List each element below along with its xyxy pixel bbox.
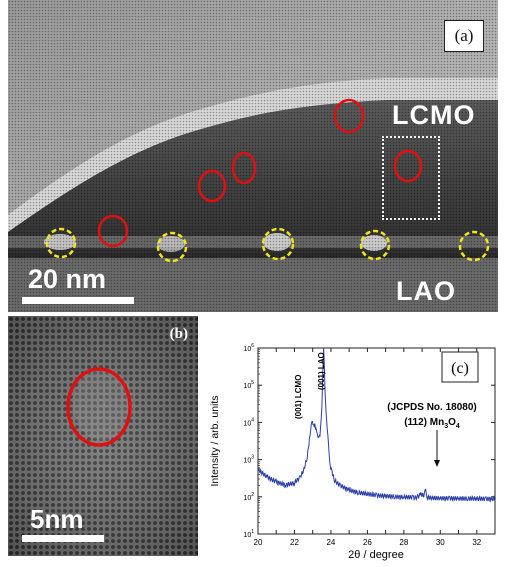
y-tick-label-3: 103 (243, 455, 254, 465)
x-axis-title: 2θ / degree (348, 549, 404, 561)
x-tick-label-26: 26 (363, 538, 372, 547)
x-tick-label-22: 22 (290, 538, 299, 547)
peak-label-lao: (001) LAO (317, 352, 326, 390)
y-axis-title: Intensity / arb. units (209, 395, 221, 486)
scale-bar-label-a: 20 nm (28, 264, 106, 295)
x-tick-label-20: 20 (254, 538, 263, 547)
jcpds-annotation: (JCPDS No. 18080) (387, 402, 476, 413)
peak-label-lcmo: (001) LCMO (294, 375, 303, 419)
x-tick-label-28: 28 (399, 538, 408, 547)
y-tick-label-2: 102 (243, 492, 254, 502)
panel-label-b: (b) (170, 326, 188, 343)
scale-bar-a (22, 297, 134, 304)
tem-image-panel-a: (a) LCMO LAO 20 nm (8, 0, 498, 312)
scale-bar-b (22, 535, 104, 542)
material-label-lao: LAO (396, 276, 456, 307)
panel-label-c: (c) (451, 360, 469, 377)
x-tick-label-30: 30 (436, 538, 445, 547)
y-tick-label-5: 105 (243, 380, 254, 390)
panel-label-a: (a) (444, 20, 484, 52)
x-tick-label-24: 24 (326, 538, 335, 547)
y-tick-label-4: 104 (243, 417, 254, 427)
y-tick-label-6: 106 (243, 343, 254, 353)
material-label-lcmo: LCMO (392, 100, 475, 131)
scale-bar-label-b: 5nm (30, 504, 83, 535)
hrtem-image-panel-b: (b) 5nm (8, 316, 198, 556)
x-tick-label-32: 32 (472, 538, 481, 547)
